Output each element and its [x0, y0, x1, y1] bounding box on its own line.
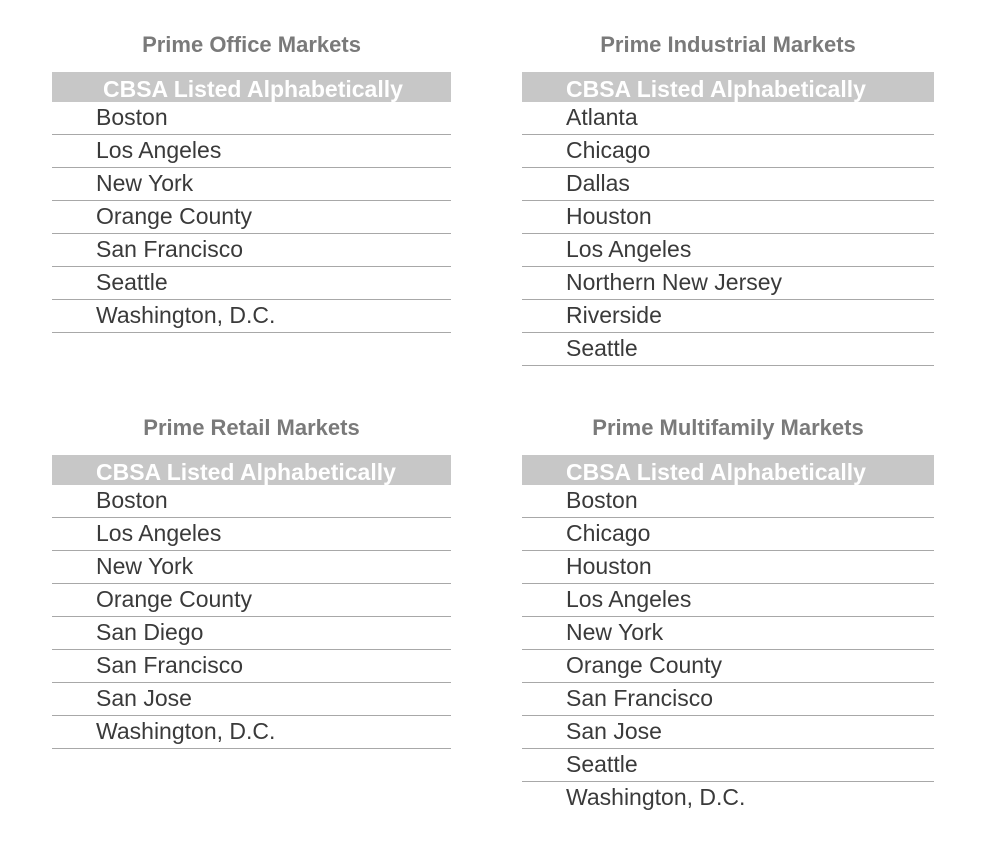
- multifamily-markets-header: CBSA Listed Alphabetically: [522, 455, 934, 485]
- list-item: Houston: [522, 201, 934, 234]
- list-item: Riverside: [522, 300, 934, 333]
- list-item: New York: [52, 168, 451, 201]
- list-item: Houston: [522, 551, 934, 584]
- retail-markets-table: Prime Retail Markets CBSA Listed Alphabe…: [52, 413, 451, 749]
- list-item: Seattle: [522, 333, 934, 366]
- industrial-markets-title: Prime Industrial Markets: [600, 32, 856, 57]
- list-item: Seattle: [52, 267, 451, 300]
- list-item: San Jose: [52, 683, 451, 716]
- list-item: Boston: [52, 485, 451, 518]
- list-item: New York: [522, 617, 934, 650]
- office-markets-header: CBSA Listed Alphabetically: [52, 72, 451, 102]
- list-item: Washington, D.C.: [52, 300, 451, 333]
- multifamily-markets-title: Prime Multifamily Markets: [592, 415, 864, 440]
- office-markets-table: Prime Office Markets CBSA Listed Alphabe…: [52, 30, 451, 333]
- list-item: San Diego: [52, 617, 451, 650]
- list-item: New York: [52, 551, 451, 584]
- list-item: Boston: [52, 102, 451, 135]
- list-item: Washington, D.C.: [52, 716, 451, 749]
- retail-markets-header: CBSA Listed Alphabetically: [52, 455, 451, 485]
- list-item: Seattle: [522, 749, 934, 782]
- retail-markets-list: Boston Los Angeles New York Orange County Sa…: [52, 485, 451, 749]
- industrial-markets-table: Prime Industrial Markets CBSA Listed Alp…: [522, 30, 934, 366]
- list-item: Boston: [522, 485, 934, 518]
- list-item: Chicago: [522, 518, 934, 551]
- list-item: Dallas: [522, 168, 934, 201]
- list-item: San Francisco: [522, 683, 934, 716]
- list-item: Los Angeles: [52, 518, 451, 551]
- list-item: Los Angeles: [52, 135, 451, 168]
- list-item: San Francisco: [52, 650, 451, 683]
- industrial-markets-list: Atlanta Chicago Dallas Houston Los Angeles No…: [522, 102, 934, 366]
- retail-markets-title: Prime Retail Markets: [143, 415, 360, 440]
- list-item: Orange County: [52, 584, 451, 617]
- industrial-markets-header: CBSA Listed Alphabetically: [522, 72, 934, 102]
- list-item: Los Angeles: [522, 584, 934, 617]
- list-item: Washington, D.C.: [566, 784, 746, 810]
- list-item: San Jose: [522, 716, 934, 749]
- list-item: Los Angeles: [522, 234, 934, 267]
- office-markets-title: Prime Office Markets: [142, 32, 361, 57]
- list-item: San Francisco: [52, 234, 451, 267]
- list-item: Chicago: [522, 135, 934, 168]
- office-markets-list: Boston Los Angeles New York Orange County Sa…: [52, 102, 451, 333]
- list-item: Northern New Jersey: [522, 267, 934, 300]
- list-item: Atlanta: [522, 102, 934, 135]
- list-item: Orange County: [52, 201, 451, 234]
- multifamily-markets-list: Boston Chicago Houston Los Angeles New York O…: [522, 485, 934, 814]
- multifamily-markets-table: Prime Multifamily Markets CBSA Listed Al…: [522, 413, 934, 814]
- list-item: Orange County: [522, 650, 934, 683]
